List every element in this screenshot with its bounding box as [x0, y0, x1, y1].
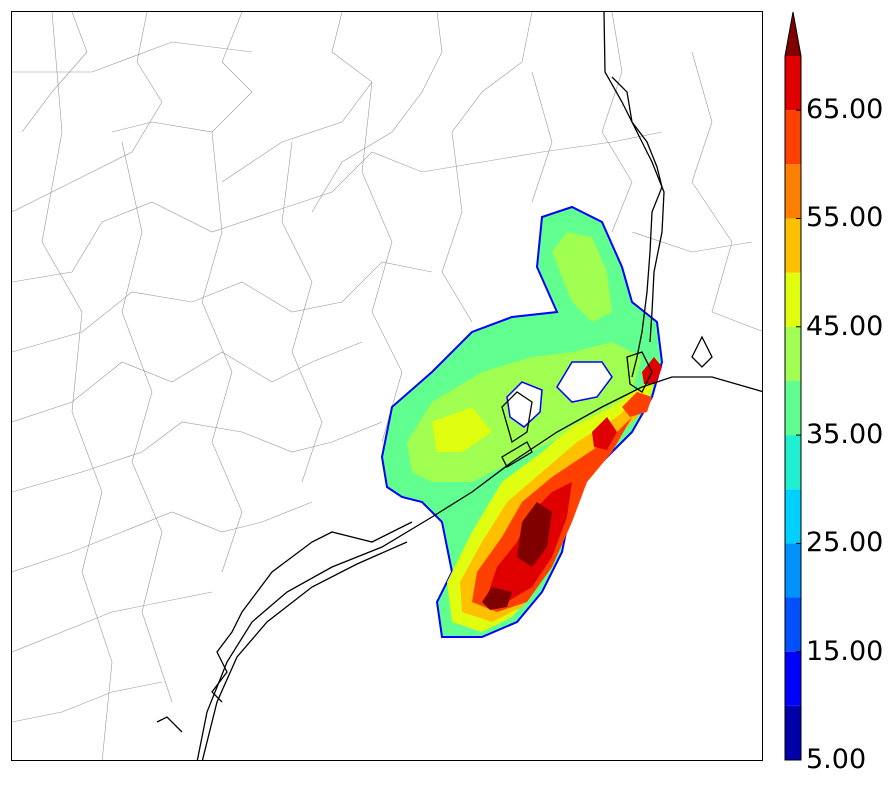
colorbar-segment [785, 705, 801, 760]
colorbar [784, 11, 802, 761]
colorbar-segment [785, 380, 801, 436]
colorbar-segment [785, 110, 801, 165]
precipitation-field [380, 205, 664, 638]
map-panel [11, 11, 763, 761]
map-canvas [12, 12, 762, 760]
state-border [603, 12, 665, 343]
field-core-darkred-2 [482, 587, 512, 610]
colorbar-segment [785, 56, 801, 111]
colorbar-tick-label: 45.00 [806, 310, 884, 342]
colorbar-tick-label: 5.00 [806, 744, 867, 775]
colorbar-segment [785, 272, 801, 327]
field-yellow-core [432, 407, 492, 452]
field-yellow-north [552, 232, 612, 322]
colorbar-segment [785, 326, 801, 381]
field-core-darkred [517, 502, 552, 567]
colorbar-tick-label: 65.00 [806, 94, 884, 126]
field-ne-red-2 [642, 357, 662, 384]
colorbar-tick-label: 55.00 [806, 202, 884, 234]
colorbar-segment [785, 435, 801, 490]
field-ne-red [622, 392, 652, 417]
field-gap-1 [556, 361, 613, 403]
colorbar-segment [785, 218, 801, 273]
colorbar-outline [784, 11, 802, 761]
colorbar-tick-label: 15.00 [806, 635, 884, 667]
colorbar-segment [785, 651, 801, 706]
colorbar-segment [785, 164, 801, 219]
colorbar-tick-label: 25.00 [806, 527, 884, 559]
colorbar-tick-label: 35.00 [806, 419, 884, 451]
field-ne-red-3 [592, 417, 617, 450]
county-boundaries [12, 12, 762, 760]
colorbar-segment [785, 543, 801, 598]
colorbar-segment [785, 489, 801, 544]
colorbar-segment [785, 597, 801, 652]
colorbar-extend-arrow [785, 12, 801, 56]
coastline [156, 76, 762, 760]
